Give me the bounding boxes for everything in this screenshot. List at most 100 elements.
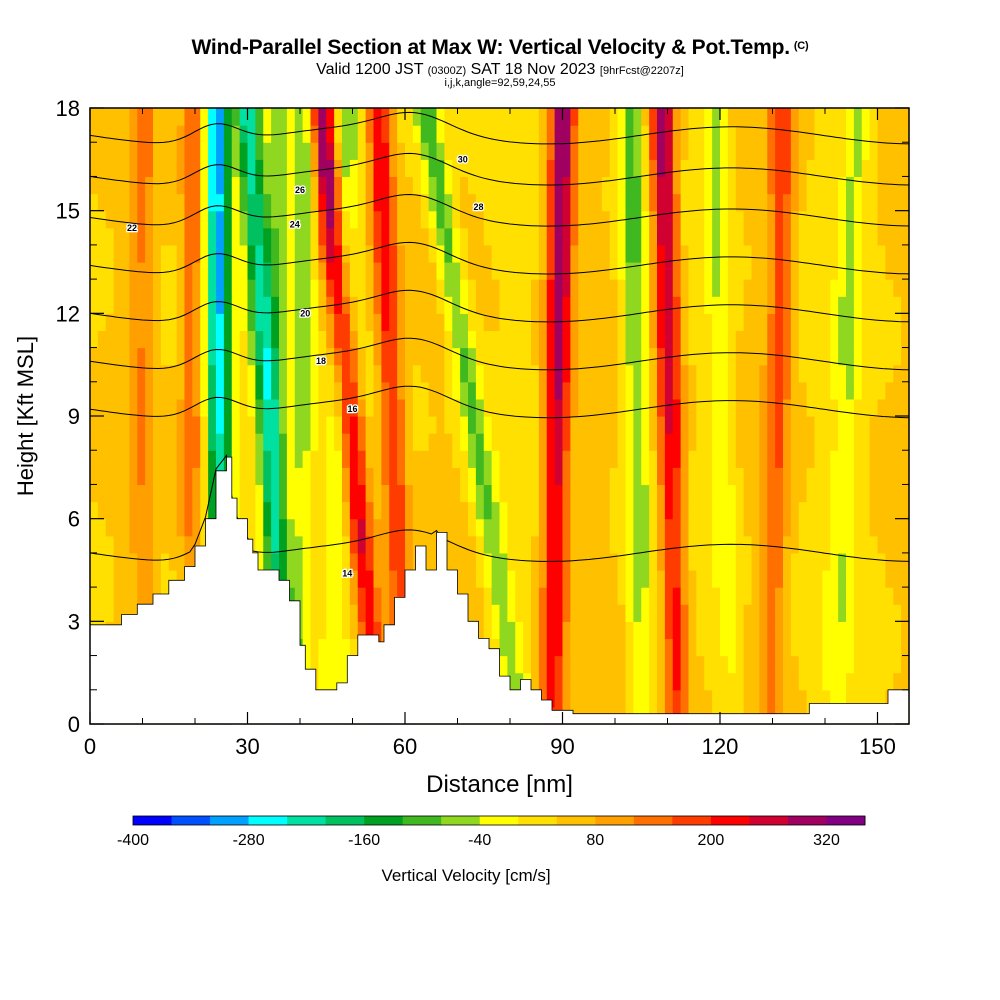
velocity-cell: [625, 108, 634, 126]
velocity-cell: [554, 518, 564, 537]
velocity-cell: [672, 501, 682, 520]
velocity-cell: [649, 279, 658, 297]
velocity-cell: [452, 398, 461, 417]
velocity-cell: [609, 484, 619, 503]
velocity-cell: [759, 364, 768, 383]
velocity-cell: [688, 210, 697, 229]
velocity-cell: [491, 518, 501, 537]
velocity-cell: [601, 125, 611, 143]
velocity-cell: [625, 518, 634, 537]
velocity-cell: [720, 433, 729, 451]
velocity-cell: [680, 262, 690, 280]
velocity-cell: [208, 244, 217, 263]
velocity-cell: [531, 552, 540, 571]
velocity-cell: [853, 467, 863, 486]
velocity-cell: [586, 244, 595, 263]
velocity-cell: [216, 330, 225, 349]
velocity-cell: [704, 604, 713, 622]
velocity-cell: [499, 484, 508, 503]
velocity-cell: [239, 210, 249, 229]
velocity-cell: [720, 279, 729, 297]
velocity-cell: [397, 552, 406, 571]
velocity-cell: [468, 296, 477, 314]
velocity-cell: [664, 398, 674, 417]
velocity-cell: [885, 262, 894, 280]
velocity-cell: [601, 210, 611, 229]
theta-contour-line: [89, 337, 910, 371]
velocity-cell: [239, 467, 249, 486]
velocity-cell: [349, 262, 359, 280]
velocity-cell: [672, 518, 682, 537]
velocity-cell: [901, 450, 910, 468]
velocity-cell: [523, 210, 532, 229]
velocity-cell: [617, 689, 627, 708]
velocity-cell: [664, 621, 674, 640]
velocity-cell: [696, 433, 705, 451]
velocity-cell: [192, 450, 201, 468]
velocity-cell: [688, 587, 697, 605]
velocity-cell: [286, 552, 296, 571]
velocity-cell: [90, 347, 99, 366]
velocity-cell: [452, 227, 461, 246]
velocity-cell: [499, 347, 508, 366]
velocity-cell: [342, 535, 351, 554]
velocity-cell: [751, 125, 760, 143]
velocity-cell: [664, 313, 674, 332]
velocity-cell: [271, 518, 280, 537]
velocity-cell: [499, 433, 508, 451]
velocity-cell: [696, 552, 705, 571]
velocity-cell: [247, 467, 256, 486]
velocity-cell: [412, 262, 422, 280]
velocity-cell: [294, 347, 304, 366]
velocity-cell: [578, 621, 587, 640]
velocity-cell: [720, 501, 729, 520]
velocity-cell: [349, 108, 359, 126]
velocity-cell: [814, 296, 823, 314]
velocity-cell: [342, 330, 351, 349]
velocity-cell: [531, 159, 540, 178]
velocity-cell: [893, 193, 902, 212]
velocity-cell: [664, 347, 674, 366]
velocity-cell: [153, 433, 162, 451]
velocity-cell: [720, 108, 729, 126]
velocity-cell: [475, 621, 485, 640]
velocity-cell: [271, 433, 280, 451]
velocity-cell: [554, 193, 564, 212]
velocity-cell: [263, 142, 272, 160]
velocity-cell: [216, 296, 225, 314]
velocity-cell: [105, 364, 115, 383]
velocity-cell: [357, 518, 367, 537]
velocity-cell: [405, 193, 414, 212]
velocity-cell: [310, 433, 319, 451]
velocity-cell: [554, 416, 564, 434]
velocity-cell: [877, 262, 886, 280]
velocity-cell: [302, 108, 312, 126]
velocity-cell: [783, 570, 792, 588]
velocity-cell: [412, 108, 422, 126]
velocity-cell: [349, 279, 359, 297]
velocity-cell: [444, 193, 453, 212]
velocity-cell: [286, 587, 296, 605]
velocity-cell: [318, 125, 327, 143]
velocity-cell: [326, 244, 335, 263]
velocity-cell: [192, 142, 201, 160]
velocity-cell: [97, 587, 107, 605]
velocity-cell: [137, 159, 146, 178]
velocity-cell: [625, 450, 634, 468]
velocity-cell: [594, 159, 603, 178]
valid-time-line: Valid 1200 JST (0300Z) SAT 18 Nov 2023 […: [316, 61, 684, 78]
velocity-cell: [735, 518, 745, 537]
velocity-cell: [460, 142, 469, 160]
velocity-cell: [294, 433, 304, 451]
velocity-cell: [223, 381, 233, 400]
velocity-cell: [491, 279, 501, 297]
velocity-cell: [562, 416, 571, 434]
velocity-cell: [554, 279, 564, 297]
velocity-cell: [775, 570, 784, 588]
velocity-cell: [751, 142, 760, 160]
velocity-cell: [247, 484, 256, 503]
velocity-cell: [310, 604, 319, 622]
velocity-cell: [625, 364, 634, 383]
velocity-cell: [806, 279, 816, 297]
velocity-cell: [286, 142, 296, 160]
